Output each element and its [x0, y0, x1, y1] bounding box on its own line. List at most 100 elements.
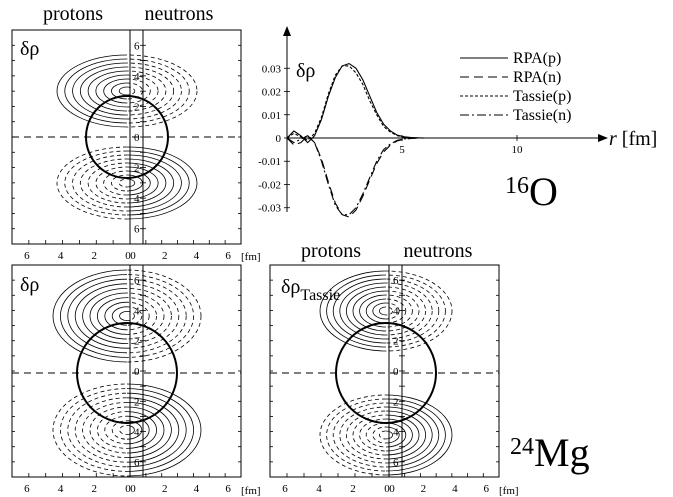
- mg24r-y-tick-label: 4: [393, 427, 399, 439]
- mg24l-contour-neutron: [127, 406, 165, 454]
- o16-element-symbol: O: [529, 169, 558, 214]
- mg24l-contour-proton: [52, 269, 127, 363]
- mg24r-contour-neutron: [386, 286, 426, 336]
- mg24l-contour-neutron: [127, 292, 165, 340]
- mg24-right-label-sub: Tassie: [300, 287, 340, 304]
- o16-x-tick-label-left: 4: [58, 250, 64, 262]
- mg24l-contour-neutron: [127, 269, 202, 363]
- o16-panel-label: δρ: [20, 38, 39, 60]
- chart-legend: RPA(p) RPA(n) Tassie(p) Tassie(n): [460, 50, 571, 124]
- chart-series-line-tassie-n: [286, 135, 586, 216]
- mg24l-x-tick-label-right: 2: [162, 483, 168, 495]
- o16-contour-proton: [56, 146, 127, 220]
- mg24r-contour-proton: [359, 294, 386, 328]
- o16-contour-neutron: [127, 86, 136, 96]
- mg24r-y-tick-label: 2: [393, 396, 399, 408]
- mg24r-y-tick-label: 6: [393, 275, 399, 287]
- mg24l-contour-neutron: [127, 297, 157, 335]
- o16-y-tick-label: 6: [134, 40, 140, 52]
- o16-contour-neutron: [127, 166, 159, 200]
- mg24r-contour-proton: [352, 290, 386, 332]
- o16-y-tick-label: 0: [134, 132, 140, 144]
- o16-unit-label: [fm]: [241, 251, 261, 263]
- mg24r-contour-proton: [332, 402, 386, 468]
- o16-contour-proton: [72, 62, 127, 120]
- mg24r-contour-proton: [319, 270, 386, 352]
- mg24l-x-tick-label-right: 6: [225, 483, 231, 495]
- o16-y-tick-label: 6: [134, 224, 140, 236]
- o16-contour-proton: [87, 162, 127, 204]
- mg24r-contour-neutron: [386, 414, 420, 456]
- mg24-element-symbol: Mg: [534, 430, 590, 475]
- mg24l-contour-proton: [67, 392, 127, 468]
- mg24r-contour-neutron: [386, 410, 426, 460]
- mg24l-contour-proton: [104, 301, 127, 331]
- mg24r-contour-proton: [319, 394, 386, 476]
- mg24l-contour-neutron: [127, 415, 150, 445]
- mg24r-x-tick-label-right: 6: [484, 483, 490, 495]
- mg24r-contour-neutron: [386, 418, 413, 452]
- mg24r-contour-proton: [332, 278, 386, 344]
- mg24r-x-tick-label-left: 2: [350, 483, 356, 495]
- legend-label-rpa-p: RPA(p): [513, 50, 561, 67]
- o16-x-tick-label-right: 0: [130, 250, 136, 262]
- o16-contour-neutron: [127, 62, 182, 120]
- o16-x-tick-label-right: 4: [194, 250, 200, 262]
- mg24-right-label: δρTassie: [281, 276, 340, 304]
- mg24r-y-tick-label: 6: [393, 457, 399, 469]
- mg24r-contour-neutron: [386, 274, 446, 348]
- chart-y-tick-label: -0.01: [258, 156, 281, 168]
- mg24-mass-number: 24: [510, 434, 534, 460]
- o16-x-tick-label-left: 2: [92, 250, 98, 262]
- mg24r-contour-neutron: [386, 302, 400, 320]
- mg24l-x-tick-label-right: 4: [194, 483, 200, 495]
- legend-label-rpa-n: RPA(n): [513, 69, 561, 86]
- mg24r-contour-proton: [326, 274, 386, 348]
- mg24l-x-tick-label-left: 0: [125, 483, 131, 495]
- o16-contour-proton: [64, 58, 127, 124]
- o16-y-tick-label: 4: [134, 193, 140, 205]
- mg24l-contour-neutron: [127, 274, 194, 358]
- o16-contour-neutron: [127, 54, 198, 128]
- mg24r-contour-neutron: [386, 278, 440, 344]
- mg24l-x-tick-label-left: 6: [24, 483, 30, 495]
- legend-label-tassie-n: Tassie(n): [513, 107, 571, 124]
- panel-frames: [11, 29, 500, 478]
- chart-x-axis-symbol: r: [609, 128, 617, 150]
- mg24l-contour-proton: [52, 383, 127, 477]
- o16-x-tick-label-right: 6: [225, 250, 231, 262]
- mg24r-x-tick-label-right: 0: [389, 483, 395, 495]
- o16-x-tick-label-right: 2: [162, 250, 168, 262]
- o16-contour-proton: [64, 150, 127, 216]
- mg24r-x-tick-label-left: 6: [282, 483, 288, 495]
- o16-contour-neutron: [127, 146, 198, 220]
- density-line-chart: 0.03 0.02 0.01 0 -0.01 -0.02 -0.03 5 10 δρ r [fm]…: [258, 26, 657, 218]
- mg24r-contour-neutron: [386, 298, 407, 324]
- chart-y-tick-label: -0.02: [258, 179, 281, 191]
- o16-contour-proton: [56, 54, 127, 128]
- mg24l-contour-neutron: [127, 311, 135, 321]
- mg24r-contour-neutron: [386, 270, 453, 352]
- mg24l-contour-neutron: [127, 288, 172, 344]
- mg24l-contour-proton: [60, 388, 127, 472]
- mg24r-contour-proton: [365, 422, 386, 448]
- mg24l-y-tick-label: 2: [134, 396, 140, 408]
- mg24l-y-tick-label: 4: [134, 305, 140, 317]
- chart-y-tick-label: 0.03: [262, 63, 282, 75]
- mg24l-contour-neutron: [127, 278, 187, 354]
- mg24l-y-tick-label: 4: [134, 427, 140, 439]
- mg24l-contour-neutron: [127, 397, 180, 463]
- o16-header-protons: protons: [43, 3, 103, 25]
- mg24-left-label: δρ: [20, 274, 39, 296]
- mg24l-contour-neutron: [127, 388, 194, 472]
- mg24l-contour-neutron: [127, 383, 202, 477]
- chart-x-tick-label: 5: [399, 144, 405, 156]
- o16-x-tick-label-left: 0: [125, 250, 131, 262]
- o16-y-tick-label: 2: [134, 163, 140, 175]
- o16-mass-number: 16: [505, 173, 529, 199]
- mg24r-frame-right: [388, 264, 500, 478]
- mg24l-contour-proton: [82, 402, 127, 458]
- o16-contour-neutron: [127, 58, 190, 124]
- mg24r-contour-neutron: [386, 422, 407, 448]
- mg24-left-unit-label: [fm]: [241, 485, 261, 497]
